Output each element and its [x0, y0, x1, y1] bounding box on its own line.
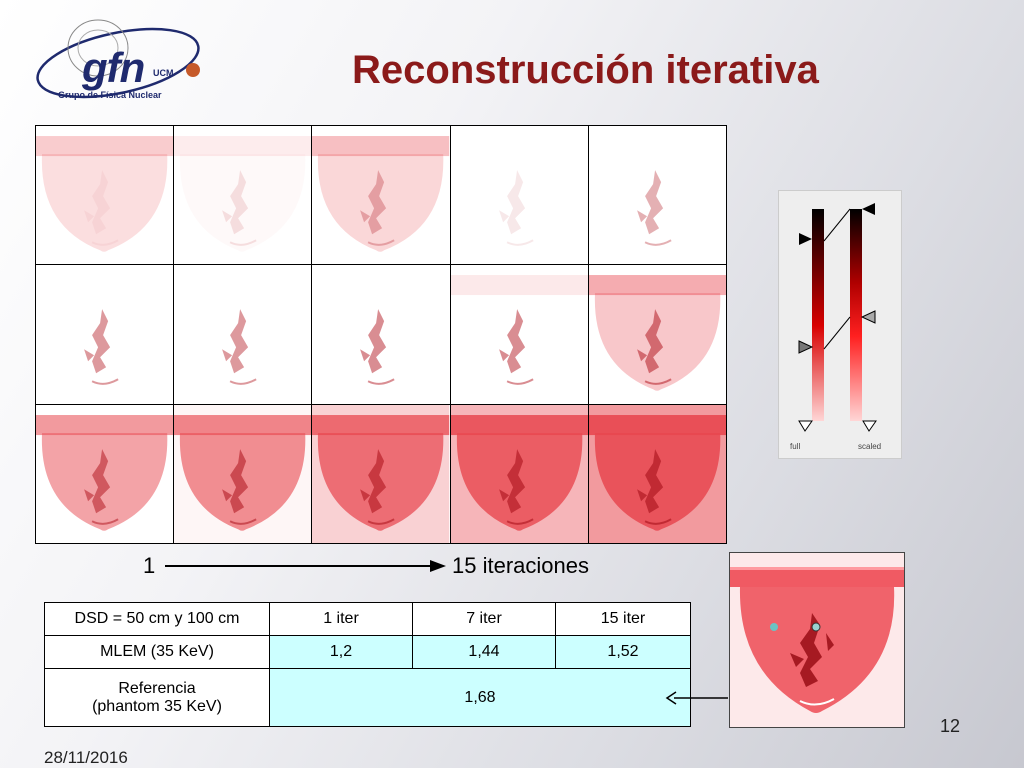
reconstruction-thumbnail	[450, 404, 588, 543]
table-value-cell: 1,44	[412, 635, 556, 669]
reconstruction-thumbnail	[450, 126, 588, 265]
slide-date: 28/11/2016	[44, 748, 128, 767]
table-header-cell: 7 iter	[412, 602, 556, 636]
logo-ucm: UCM	[153, 68, 174, 78]
scaled-top-handle-icon	[862, 203, 875, 215]
roi-marker-icon	[770, 623, 778, 631]
results-table: DSD = 50 cm y 100 cm 1 iter 7 iter 15 it…	[44, 602, 691, 727]
page-number: 12	[940, 716, 961, 736]
iteration-start-label: 1	[143, 553, 156, 578]
gfn-logo	[28, 8, 208, 108]
pointer-arrow-icon	[665, 691, 728, 705]
reference-label-line2: (phantom 35 KeV)	[92, 697, 222, 715]
phantom-reference-image	[729, 552, 905, 728]
reference-label-cell: Referencia (phantom 35 KeV)	[44, 668, 270, 727]
reconstruction-thumbnail	[588, 126, 726, 265]
reconstruction-thumbnail	[174, 126, 312, 265]
logo-text: gfn	[82, 44, 145, 91]
iteration-end-label: 15 iteraciones	[452, 553, 589, 578]
slide-title: Reconstrucción iterativa	[352, 48, 819, 92]
logo-subtitle: Grupo de Física Nuclear	[58, 90, 162, 100]
iteration-arrow-icon	[165, 560, 446, 572]
reconstruction-thumbnail	[312, 265, 450, 404]
colorbar-full-label: full	[790, 442, 801, 451]
reconstruction-image-grid	[35, 125, 727, 544]
table-header-cell: 1 iter	[269, 602, 413, 636]
reconstruction-thumbnail	[174, 404, 312, 543]
reconstruction-thumbnail	[174, 265, 312, 404]
full-top-handle-icon	[799, 233, 812, 245]
reference-label-line1: Referencia	[118, 679, 196, 697]
scaled-mid-handle-icon	[860, 310, 876, 324]
table-value-cell: 1,2	[269, 635, 413, 669]
reference-value-cell: 1,68	[269, 668, 691, 727]
colorbar-scaled-label: scaled	[858, 442, 882, 451]
table-header-row: DSD = 50 cm y 100 cm 1 iter 7 iter 15 it…	[44, 602, 691, 636]
mlem-label-cell: MLEM (35 KeV)	[44, 635, 270, 669]
logo-emblem-icon	[36, 19, 200, 99]
colorbar-widget	[778, 190, 902, 459]
table-row: MLEM (35 KeV) 1,2 1,44 1,52	[44, 635, 691, 669]
reconstruction-thumbnail	[36, 404, 174, 543]
reconstruction-thumbnail	[312, 404, 450, 543]
reconstruction-thumbnail	[450, 265, 588, 404]
reconstruction-thumbnail	[36, 126, 174, 265]
reconstruction-thumbnail	[588, 404, 726, 543]
reconstruction-thumbnail	[312, 126, 450, 265]
scaled-bottom-handle-icon	[862, 420, 877, 432]
table-row: Referencia (phantom 35 KeV) 1,68	[44, 668, 691, 727]
full-mid-handle-icon	[798, 340, 814, 354]
table-header-cell: 15 iter	[555, 602, 691, 636]
reconstruction-thumbnail	[36, 265, 174, 404]
table-value-cell: 1,52	[555, 635, 691, 669]
full-bottom-handle-icon	[798, 420, 813, 432]
table-header-cell: DSD = 50 cm y 100 cm	[44, 602, 270, 636]
reconstruction-thumbnail	[588, 265, 726, 404]
roi-marker-icon	[811, 622, 821, 632]
